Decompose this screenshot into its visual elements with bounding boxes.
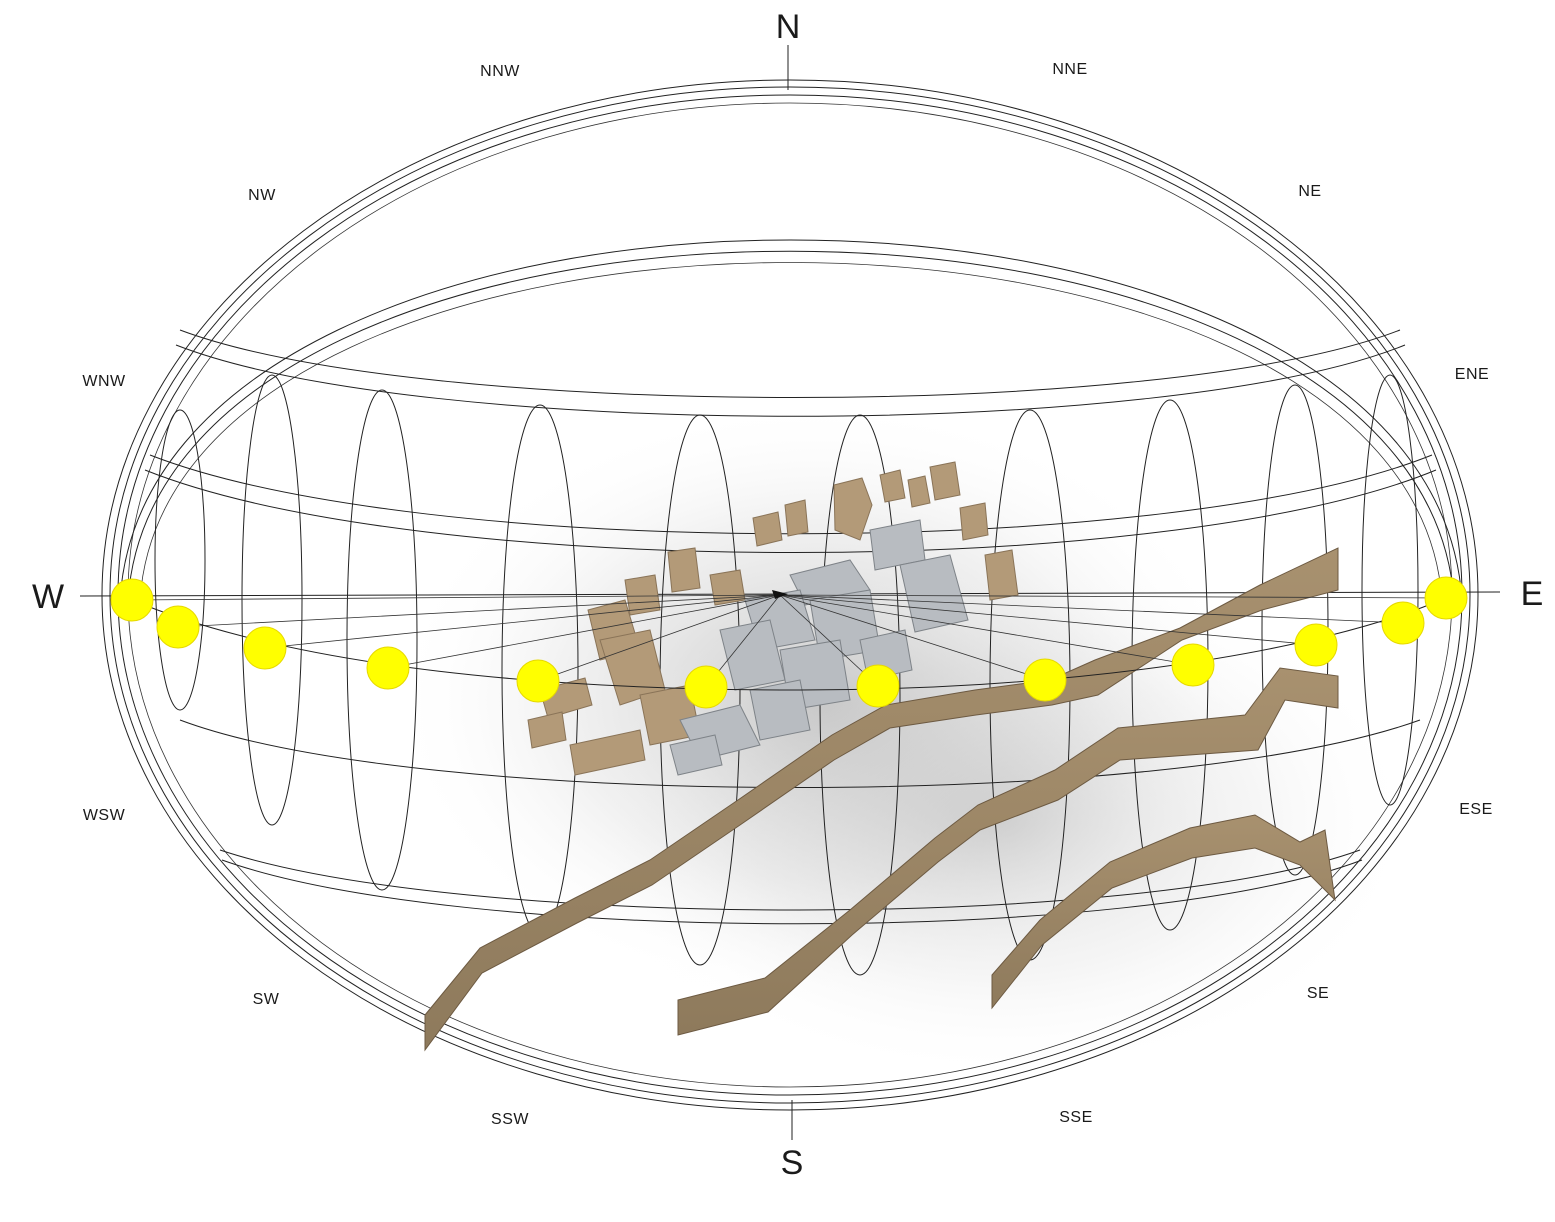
- label-ssw: SSW: [491, 1111, 529, 1128]
- sun-marker: [1171, 643, 1215, 687]
- sun-rays: [131, 590, 1447, 688]
- direction-labels: N NNE NE ENE E ESE SE SSE S SSW SW WSW W…: [32, 8, 1543, 1182]
- label-ne: NE: [1298, 183, 1321, 200]
- sun-marker: [156, 605, 200, 649]
- sun-marker: [516, 659, 560, 703]
- label-wnw: WNW: [82, 373, 126, 390]
- sun-marker: [1424, 576, 1468, 620]
- label-sw: SW: [253, 991, 280, 1008]
- sky-dome: [119, 239, 1463, 925]
- label-s: S: [781, 1144, 804, 1182]
- label-w: W: [32, 578, 64, 616]
- label-nnw: NNW: [480, 63, 520, 80]
- sun-marker: [243, 626, 287, 670]
- sun-marker: [110, 578, 154, 622]
- sun-marker: [684, 665, 728, 709]
- sun-marker: [1023, 658, 1067, 702]
- sun-marker: [1381, 601, 1425, 645]
- label-ene: ENE: [1455, 366, 1489, 383]
- sun-marker: [366, 646, 410, 690]
- label-nw: NW: [248, 187, 276, 204]
- label-e: E: [1521, 575, 1544, 613]
- sun-marker: [1294, 623, 1338, 667]
- label-ese: ESE: [1459, 801, 1493, 818]
- label-sse: SSE: [1059, 1109, 1093, 1126]
- sun-marker: [856, 664, 900, 708]
- label-wsw: WSW: [83, 807, 126, 824]
- sun-positions: [110, 576, 1468, 709]
- label-n: N: [776, 8, 801, 46]
- sun-path-curve: [131, 597, 1447, 691]
- label-se: SE: [1307, 985, 1329, 1002]
- label-nne: NNE: [1052, 61, 1087, 78]
